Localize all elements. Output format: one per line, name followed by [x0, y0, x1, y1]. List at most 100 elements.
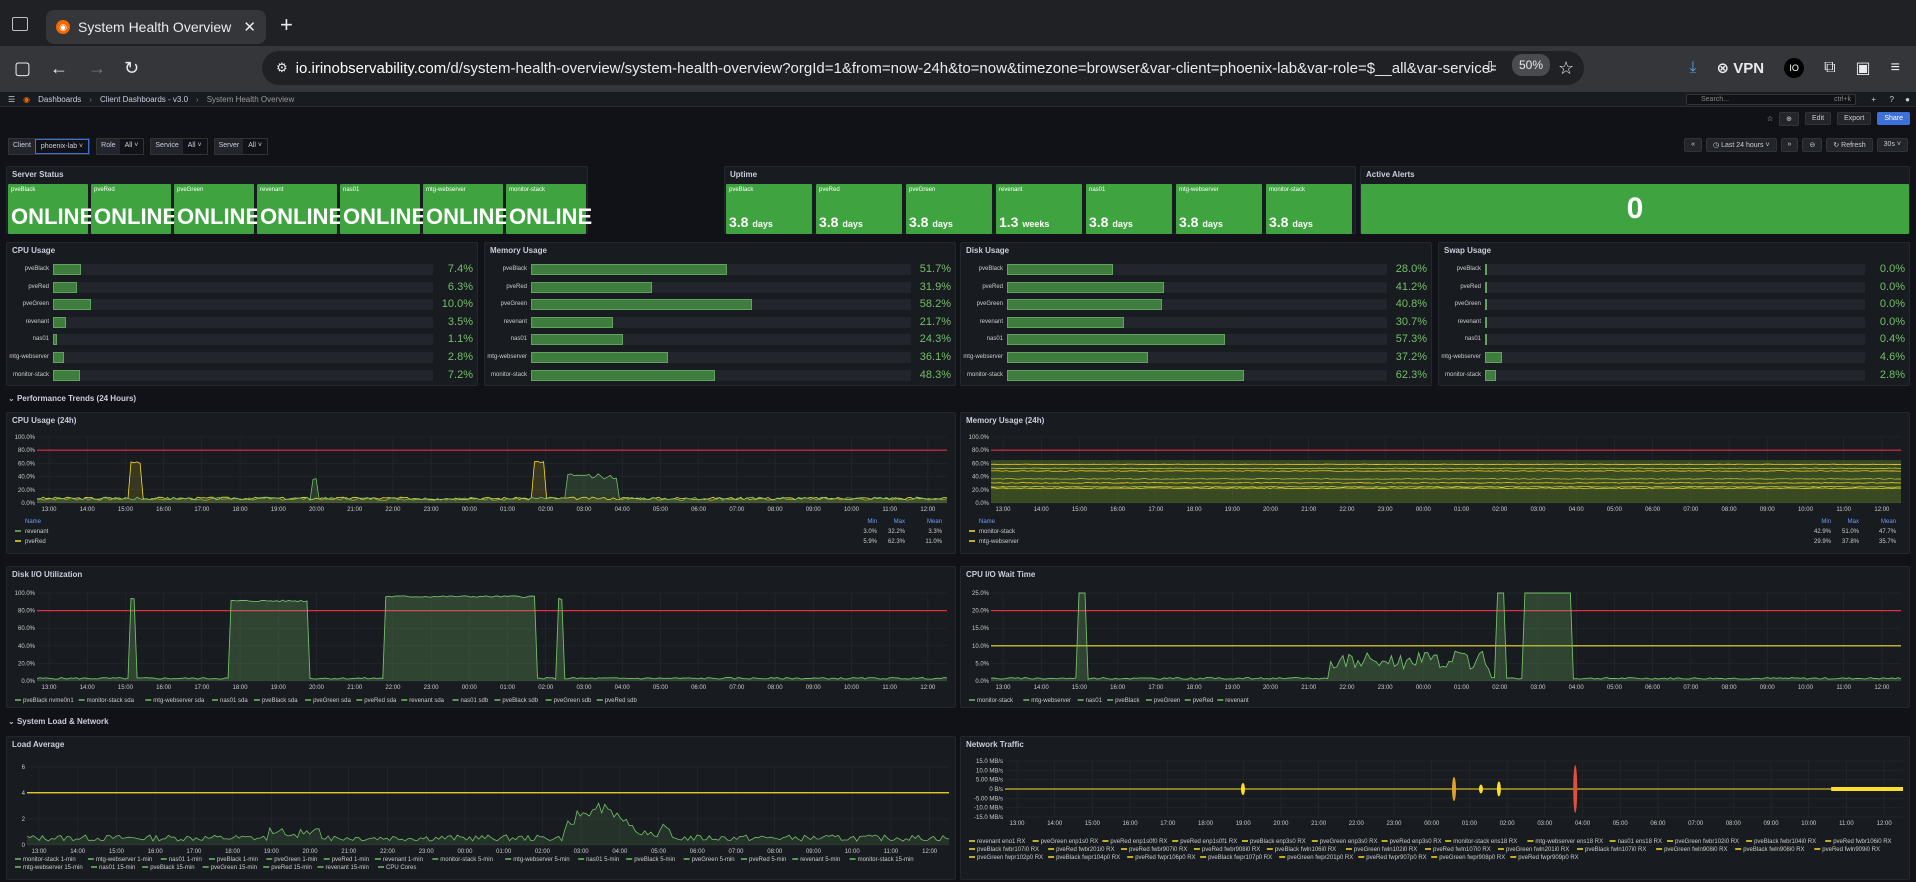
- x-tick-label: 13:00: [995, 507, 1011, 513]
- iowait-panel[interactable]: CPU I/O Wait Time 25.0% 20.0% 15.0% 10.0% 5.…: [960, 566, 1910, 708]
- usage-row-label: nas01: [32, 336, 49, 343]
- var-server[interactable]: Server All ˅: [213, 138, 269, 155]
- usage-value: 36.1%: [919, 351, 951, 363]
- x-tick-label: 23:00: [424, 685, 440, 691]
- close-tab-icon[interactable]: ✕: [243, 19, 256, 36]
- load-average-panel[interactable]: Load Average 6 4 2 0 13:00 14:00 15:00 16:00 17:…: [6, 736, 956, 880]
- x-tick-label: 03:00: [1530, 685, 1546, 691]
- y-tick-label: 0.0%: [975, 501, 989, 507]
- var-service[interactable]: Service All ˅: [150, 138, 208, 155]
- usage-panel[interactable]: Swap Usage pveBlack 0.0% pveRed 0.0% pveGreen…: [1438, 242, 1910, 386]
- tile-value: ONLINE: [94, 204, 178, 229]
- install-icon[interactable]: ⇩: [1484, 59, 1497, 76]
- usage-panel[interactable]: Disk Usage pveBlack 28.0% pveRed 41.2% pveGre…: [960, 242, 1432, 386]
- usage-row: mtg-webserver 2.8%: [7, 351, 477, 364]
- usage-row: mtg-webserver 4.6%: [1439, 351, 1909, 364]
- var-client[interactable]: Client phoenix-lab ˅: [8, 138, 91, 155]
- extensions-icon[interactable]: ⧉: [1824, 59, 1836, 76]
- var-role[interactable]: Role All ˅: [96, 138, 145, 155]
- x-tick-label: 14:00: [1034, 507, 1050, 513]
- edit-button[interactable]: Edit: [1805, 112, 1832, 125]
- series-line-load-area: [27, 803, 949, 845]
- x-tick-label: 08:00: [1722, 685, 1738, 691]
- reload-icon[interactable]: ↻: [124, 58, 140, 78]
- var-value[interactable]: All ˅: [182, 139, 207, 154]
- usage-fill: [53, 281, 77, 293]
- url-bar[interactable]: ⚙ io.irinobservability.com/d/system-heal…: [262, 51, 1584, 85]
- bookmark-star-icon[interactable]: ☆: [1558, 58, 1575, 78]
- zoom-out-button[interactable]: ⊖: [1802, 138, 1823, 152]
- split-view-icon[interactable]: ▣: [1855, 60, 1871, 77]
- refresh-interval-select[interactable]: 30s ˅: [1876, 138, 1908, 152]
- section-load-network[interactable]: ⌄ System Load & Network: [8, 717, 109, 726]
- series-line-pvered: [36, 460, 948, 501]
- cpu-24h-panel[interactable]: CPU Usage (24h) 100.0% 80.0% 60.0% 40.0% 20.…: [6, 412, 956, 554]
- uptime-tile: mtg-webserver 3.8 days: [1176, 184, 1262, 234]
- panel-add-button[interactable]: ⊕: [1779, 111, 1800, 126]
- add-icon[interactable]: +: [1871, 94, 1876, 104]
- usage-value: 7.2%: [447, 368, 473, 381]
- usage-row-label: pveGreen: [1454, 301, 1481, 308]
- x-tick-label: 16:00: [148, 849, 164, 855]
- legend-item: revenant eno1 RX: [977, 839, 1025, 845]
- x-tick-label: 01:00: [1462, 821, 1478, 827]
- help-icon[interactable]: ?: [1889, 94, 1894, 104]
- share-button[interactable]: Share: [1877, 112, 1910, 125]
- download-icon[interactable]: ⤓: [1689, 59, 1697, 76]
- series-band: [1831, 787, 1903, 791]
- forward-icon[interactable]: →: [88, 58, 106, 78]
- panel-title: Active Alerts: [1366, 170, 1415, 179]
- star-icon[interactable]: ☆: [1766, 115, 1774, 123]
- memory-24h-panel[interactable]: Memory Usage (24h) 100.0% 80.0% 60.0% 40.0%…: [960, 412, 1910, 554]
- network-traffic-panel[interactable]: Network Traffic 15.0 MB/s 10.0 MB/s 5.00 M…: [960, 736, 1910, 880]
- x-tick-label: 00:00: [457, 849, 473, 855]
- time-back-button[interactable]: «: [1684, 138, 1703, 152]
- var-value[interactable]: All ˅: [119, 139, 144, 154]
- usage-panel[interactable]: CPU Usage pveBlack 7.4% pveRed 6.3% pveGreen 1…: [6, 242, 478, 386]
- usage-row: revenant 21.7%: [485, 316, 955, 329]
- grafana-logo-icon[interactable]: ◉: [23, 94, 31, 104]
- usage-row-label: pveRed: [1460, 283, 1481, 290]
- refresh-button[interactable]: ↻ Refresh: [1826, 138, 1873, 152]
- section-performance[interactable]: ⌄ Performance Trends (24 Hours): [8, 394, 137, 403]
- active-alerts-panel[interactable]: Active Alerts 0: [1360, 166, 1910, 234]
- usage-panel[interactable]: Memory Usage pveBlack 51.7% pveRed 31.9% pveG…: [484, 242, 956, 386]
- uptime-panel[interactable]: Uptime pveBlack 3.8 days pveRed 3.8 days pve…: [724, 166, 1356, 234]
- x-tick-label: 05:00: [651, 849, 667, 855]
- back-icon[interactable]: ←: [50, 58, 68, 78]
- user-avatar-icon[interactable]: ●: [1905, 94, 1910, 104]
- legend-item: pveGreen sda: [313, 698, 351, 704]
- zoom-badge[interactable]: 50%: [1512, 54, 1551, 76]
- var-value[interactable]: phoenix-lab ˅: [34, 139, 90, 154]
- var-label: Service: [151, 139, 183, 154]
- breadcrumb-folder[interactable]: Client Dashboards - v3.0: [99, 94, 189, 104]
- browser-tab-active[interactable]: ◉ System Health Overview - Client ✕: [46, 10, 266, 44]
- y-tick-label: 10.0%: [972, 644, 990, 650]
- vpn-label: VPN: [1733, 60, 1765, 77]
- search-input[interactable]: Search... ctrl+k: [1686, 94, 1856, 105]
- breadcrumb-dashboards[interactable]: Dashboards: [38, 94, 82, 104]
- new-tab-icon[interactable]: +: [280, 12, 293, 37]
- url-text[interactable]: io.irinobservability.com/d/system-health…: [296, 60, 1496, 77]
- disk-io-panel[interactable]: Disk I/O Utilization 100.0% 80.0% 60.0% 40.…: [6, 566, 956, 708]
- x-tick-label: 07:00: [1683, 507, 1699, 513]
- server-status-panel[interactable]: Server Status pveBlack ONLINE pveRed ONLINE…: [6, 166, 592, 234]
- hamburger-icon[interactable]: ☰: [8, 94, 16, 104]
- usage-row-label: mtg-webserver: [1441, 354, 1481, 360]
- menu-icon[interactable]: ≡: [1890, 59, 1900, 76]
- tab-overview-icon[interactable]: [12, 17, 28, 31]
- usage-track: [1007, 316, 1387, 328]
- var-value[interactable]: All ˅: [243, 139, 268, 154]
- export-button[interactable]: Export: [1837, 112, 1872, 125]
- uptime-number: 3.8: [1089, 214, 1109, 230]
- vpn-button[interactable]: ⊗ VPN: [1716, 60, 1765, 77]
- time-picker[interactable]: ◷ Last 24 hours ˅: [1706, 138, 1777, 152]
- profile-avatar[interactable]: IO: [1784, 58, 1805, 78]
- grafana-topnav: ☰ ◉ Dashboards › Client Dashboards - v3.…: [0, 92, 1916, 107]
- legend-cell: 37.8%: [1842, 539, 1860, 545]
- time-forward-button[interactable]: »: [1780, 138, 1799, 152]
- site-info-icon[interactable]: ⚙: [276, 60, 288, 75]
- sidebar-toggle-icon[interactable]: ▢: [14, 58, 32, 78]
- y-tick-label: 20.0%: [18, 488, 36, 494]
- series-line-diskio-area: [37, 595, 947, 681]
